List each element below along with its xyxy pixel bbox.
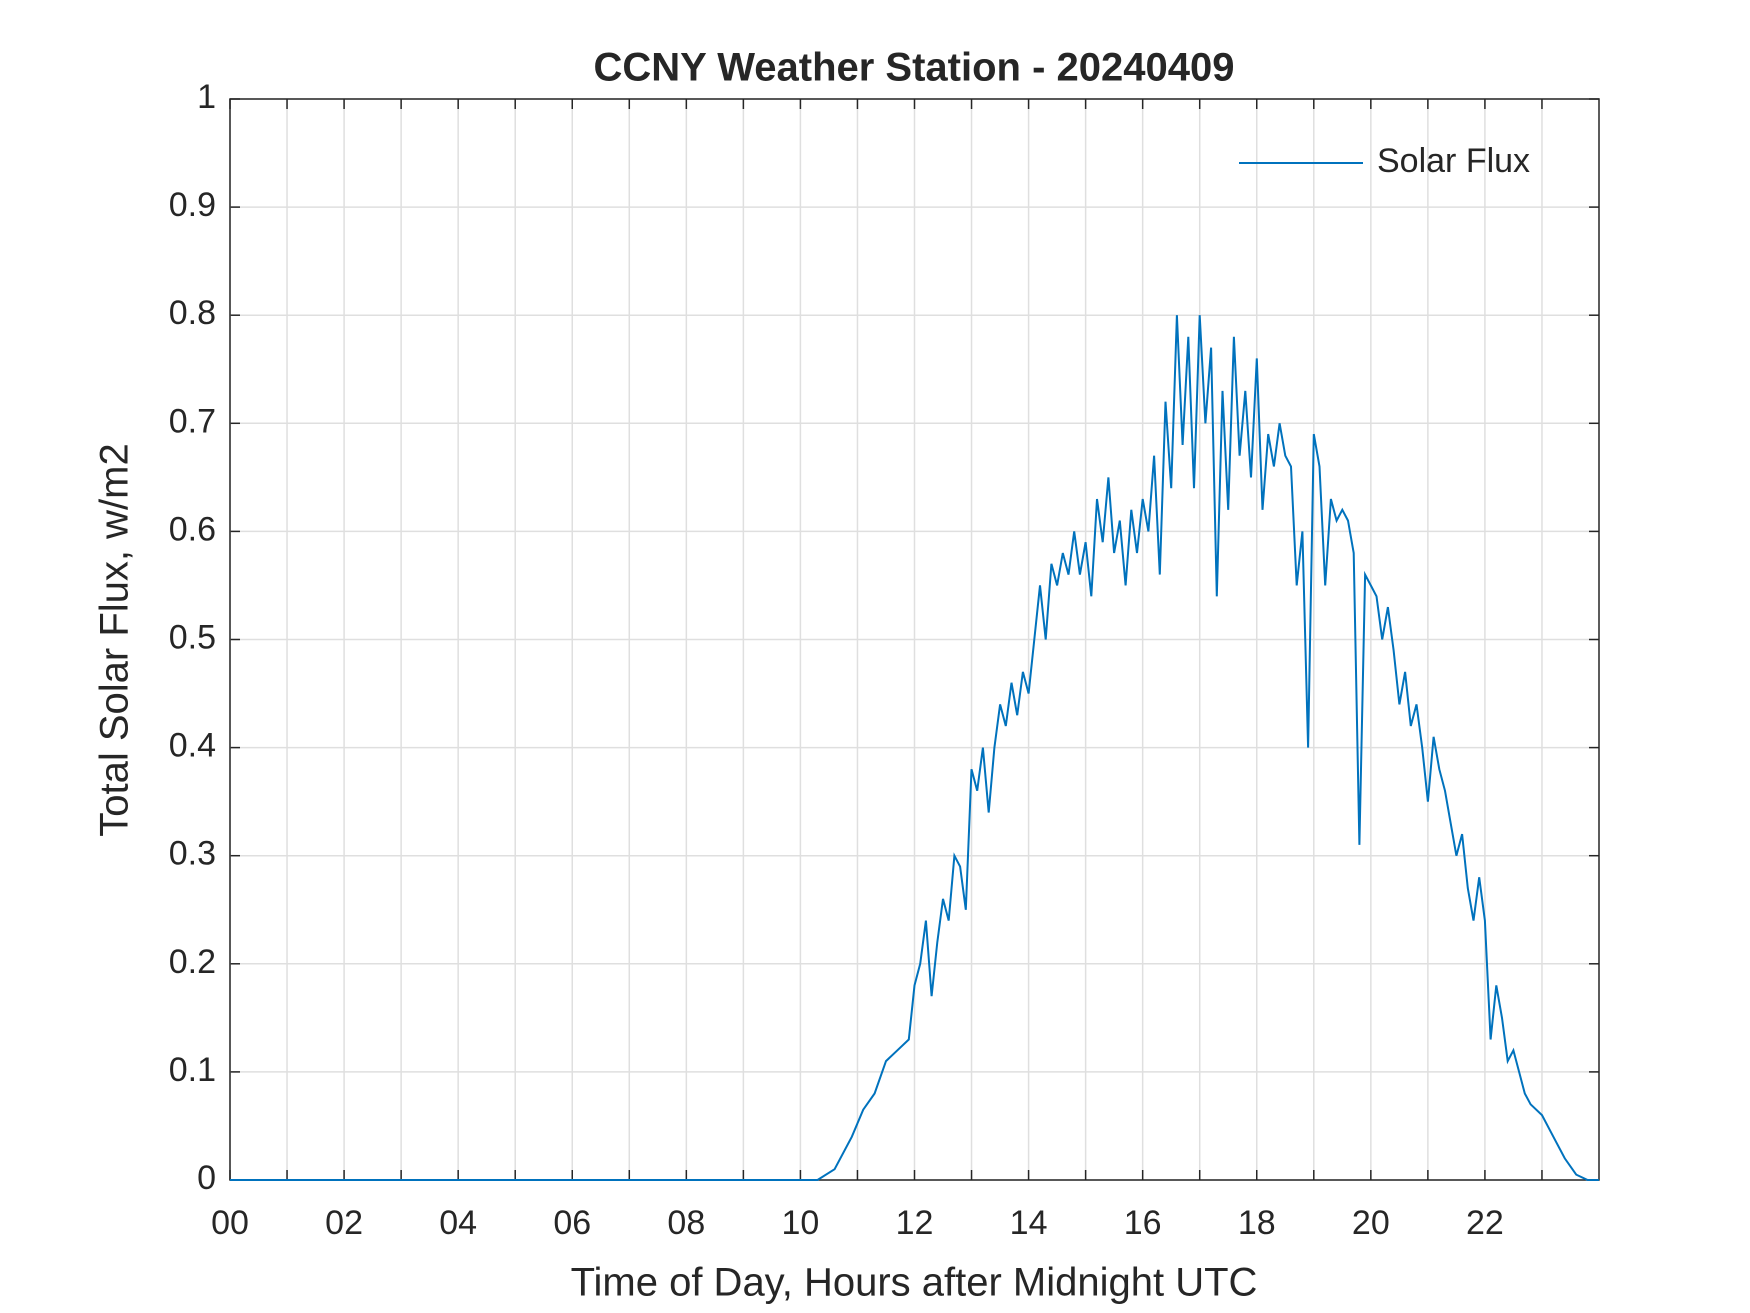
x-tick-label: 02: [325, 1204, 363, 1242]
x-tick-label: 06: [553, 1204, 591, 1242]
x-tick-label: 08: [667, 1204, 705, 1242]
plot-frame: [229, 98, 1600, 1181]
y-tick-label: 0.8: [169, 294, 216, 332]
legend-label: Solar Flux: [1377, 142, 1530, 180]
x-tick-label: 10: [782, 1204, 820, 1242]
y-tick-label: 0.9: [169, 186, 216, 224]
y-tick-label: 0.2: [169, 943, 216, 981]
y-axis-label: Total Solar Flux, w/m2: [93, 443, 137, 836]
chart-title: CCNY Weather Station - 20240409: [594, 46, 1235, 90]
x-tick-label: 18: [1238, 1204, 1276, 1242]
y-tick-label: 0.7: [169, 402, 216, 440]
y-tick-label: 1: [197, 78, 216, 116]
x-tick-label: 20: [1352, 1204, 1390, 1242]
y-tick-label: 0.3: [169, 835, 216, 873]
x-tick-label: 16: [1124, 1204, 1162, 1242]
x-tick-label: 22: [1466, 1204, 1504, 1242]
data-line: [230, 315, 1599, 1181]
y-tick-label: 0.4: [169, 727, 216, 765]
y-tick-label: 0: [197, 1159, 216, 1197]
y-tick-label: 0.1: [169, 1051, 216, 1089]
x-tick-label: 04: [439, 1204, 477, 1242]
x-tick-label: 14: [1010, 1204, 1048, 1242]
y-tick-label: 0.6: [169, 510, 216, 548]
x-tick-label: 12: [896, 1204, 934, 1242]
x-tick-label: 00: [211, 1204, 249, 1242]
y-tick-label: 0.5: [169, 618, 216, 656]
x-axis-label: Time of Day, Hours after Midnight UTC: [571, 1261, 1258, 1305]
